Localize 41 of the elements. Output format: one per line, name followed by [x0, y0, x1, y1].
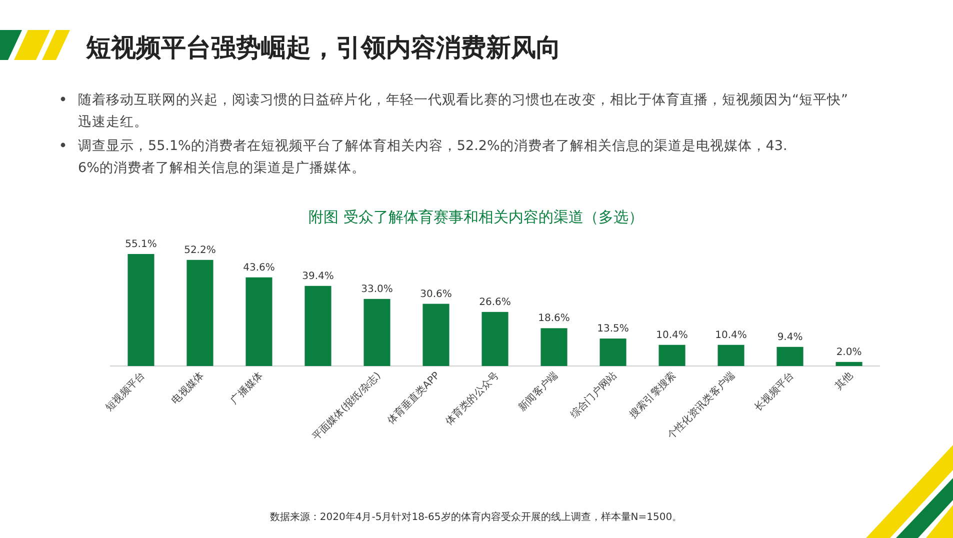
data-label: 30.6% [420, 288, 452, 300]
x-tick-label: 电视媒体 [169, 370, 206, 406]
x-tick-label: 综合门户网站 [568, 370, 620, 421]
bar [776, 346, 804, 366]
data-label: 13.5% [597, 324, 629, 335]
bar [304, 286, 332, 366]
x-tick-label: 广播媒体 [228, 370, 266, 406]
x-tick-label: 短视频平台 [103, 370, 148, 414]
x-tick-label: 长视频平台 [752, 370, 796, 414]
x-tick-label: 新闻客户端 [516, 370, 560, 414]
x-tick-label: 平面媒体(报纸/杂志) [310, 370, 384, 443]
data-label: 52.2% [184, 244, 216, 256]
data-label: 26.6% [479, 296, 511, 308]
bar [128, 254, 154, 366]
source-note: 数据来源：2020年4月-5月针对18-65岁的体育内容受众开展的线上调查，样本量N=1500。 [270, 511, 682, 523]
text: 随着移动互联网的兴起，阅读习惯的日益碎片化，年轻一代观看比赛的习惯也在改变，相比于体育直播，短视频因为“短平快”迅速走红。 [78, 91, 848, 130]
x-tick-label: 搜索引擎搜索 [627, 370, 678, 421]
bar [482, 312, 508, 366]
chart-subtitle: 附图 受众了解体育赛事和相关内容的渠道（多选） [308, 208, 644, 226]
data-label: 10.4% [715, 330, 747, 341]
data-label: 18.6% [538, 313, 570, 324]
data-label: 55.1% [125, 239, 157, 250]
text: 调查显示，55.1%的消费者在短视频平台了解体育相关内容，52.2%的消费者了解相关信息的渠道是电视媒体，43.6%的消费者了解相关信息的渠道是广播媒体。 [78, 137, 788, 176]
x-tick-label: 其他 [832, 370, 856, 392]
bar [836, 362, 862, 366]
data-label: 39.4% [302, 270, 334, 282]
data-label: 10.4% [656, 330, 688, 341]
x-tick-label: 体育类的公众号 [443, 370, 502, 428]
bar [364, 298, 390, 366]
bar [540, 328, 568, 366]
data-label: 43.6% [243, 262, 275, 274]
bar [658, 344, 686, 366]
data-label: 9.4% [777, 332, 803, 343]
chart-title: 短视频平台强势崛起，引领内容消费新风向 [85, 33, 561, 62]
bar [186, 260, 214, 366]
bar [422, 304, 450, 366]
bar [246, 277, 272, 366]
bar [600, 338, 626, 366]
data-label: 2.0% [836, 346, 862, 358]
data-label: 33.0% [361, 284, 393, 295]
bar [718, 344, 744, 366]
